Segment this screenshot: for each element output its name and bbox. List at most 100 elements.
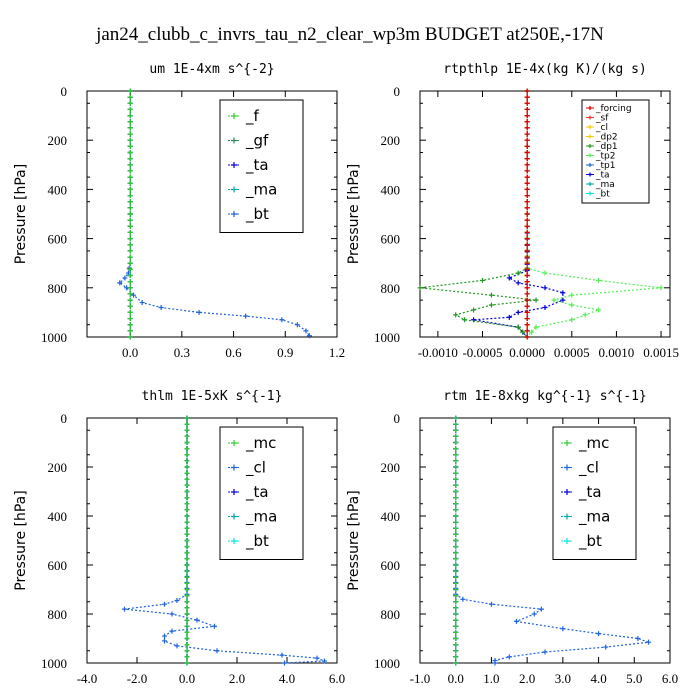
legend-marker: [588, 163, 592, 167]
legend-marker: [231, 211, 237, 217]
plot-frame: [419, 417, 671, 664]
legend-marker: [588, 125, 592, 129]
data-point: [184, 513, 190, 519]
data-point: [524, 254, 530, 260]
data-point: [480, 277, 485, 283]
data-point: [169, 628, 175, 634]
data-point: [453, 495, 459, 501]
data-point: [127, 260, 133, 266]
data-point: [524, 94, 530, 100]
legend-marker: [564, 513, 570, 520]
data-point: [184, 629, 190, 635]
data-point: [139, 300, 145, 306]
data-point: [122, 606, 127, 612]
data-point: [520, 329, 526, 335]
data-point: [453, 446, 459, 452]
data-point: [492, 660, 498, 666]
data-point: [569, 317, 575, 323]
legend-entry: _cl: [245, 459, 266, 478]
data-point: [184, 660, 190, 666]
legend-entry: _mc: [245, 434, 276, 453]
data-point: [162, 633, 167, 639]
legend-entry: _mc: [578, 434, 609, 453]
data-point: [524, 125, 530, 131]
y-tick-label: 600: [381, 232, 401, 247]
data-point: [131, 292, 137, 298]
legend-marker: [564, 489, 570, 495]
data-point: [524, 162, 530, 168]
data-point: [158, 304, 164, 310]
x-tick-label: 3.0: [555, 671, 571, 686]
data-point: [184, 605, 190, 611]
data-point: [282, 660, 287, 666]
data-point: [560, 290, 566, 296]
legend-marker: [231, 513, 237, 520]
data-point: [646, 639, 652, 645]
legend-marker: [564, 464, 570, 471]
data-point: [524, 334, 530, 340]
data-point: [127, 162, 133, 168]
x-tick-label: 0.0015: [643, 345, 679, 360]
data-point: [127, 291, 133, 297]
y-tick-label: 200: [381, 133, 401, 148]
data-point: [524, 260, 530, 266]
data-point: [453, 629, 459, 635]
data-point: [515, 324, 521, 330]
legend-marker: [231, 489, 237, 495]
data-point: [506, 654, 512, 660]
legend-marker: [231, 162, 237, 168]
legend-entry: _tp1: [595, 161, 615, 171]
data-point: [127, 236, 133, 242]
data-point: [524, 193, 530, 199]
legend-entry: _ma: [595, 180, 615, 190]
data-point: [127, 100, 133, 106]
data-point: [524, 316, 530, 322]
data-point: [551, 297, 557, 303]
legend-entry: _tp2: [595, 152, 615, 162]
data-point: [524, 285, 530, 291]
data-point: [453, 636, 459, 641]
data-point: [453, 470, 459, 476]
y-tick-label: 600: [48, 232, 68, 247]
data-point: [306, 333, 312, 339]
data-point: [488, 302, 494, 308]
legend-entry: _ta: [595, 171, 610, 181]
data-point: [538, 606, 544, 612]
legend-entry: _dp2: [595, 133, 618, 143]
data-point: [212, 623, 217, 629]
data-point: [453, 452, 459, 458]
legend-entry: _bt: [595, 190, 610, 200]
data-point: [488, 601, 494, 607]
data-point: [127, 322, 133, 328]
data-point: [460, 596, 466, 602]
data-point: [184, 501, 190, 507]
data-point: [524, 211, 530, 217]
data-point: [184, 446, 190, 452]
data-point: [524, 199, 530, 205]
data-point: [184, 623, 190, 629]
legend-marker: [588, 115, 592, 120]
data-point: [524, 223, 530, 229]
legend-marker: [564, 440, 570, 446]
y-tick-label: 1000: [41, 656, 67, 671]
y-tick-label: 800: [381, 281, 401, 296]
data-point: [524, 88, 530, 94]
legend-marker: [588, 134, 592, 139]
data-point: [174, 643, 180, 649]
data-point: [127, 303, 133, 309]
data-point: [453, 550, 459, 556]
legend-entry: _f: [245, 107, 260, 126]
x-tick-label: 6.0: [329, 671, 345, 686]
legend-entry: _gf: [245, 132, 269, 151]
data-point: [453, 519, 459, 525]
data-point: [658, 285, 664, 291]
data-point: [127, 137, 133, 143]
data-point: [506, 275, 512, 281]
data-point: [453, 513, 459, 519]
data-point: [524, 217, 530, 223]
legend-marker: [231, 538, 237, 544]
data-point: [462, 317, 468, 323]
data-point: [524, 242, 530, 248]
x-tick-label: 0.9: [277, 345, 293, 360]
data-point: [127, 254, 133, 260]
